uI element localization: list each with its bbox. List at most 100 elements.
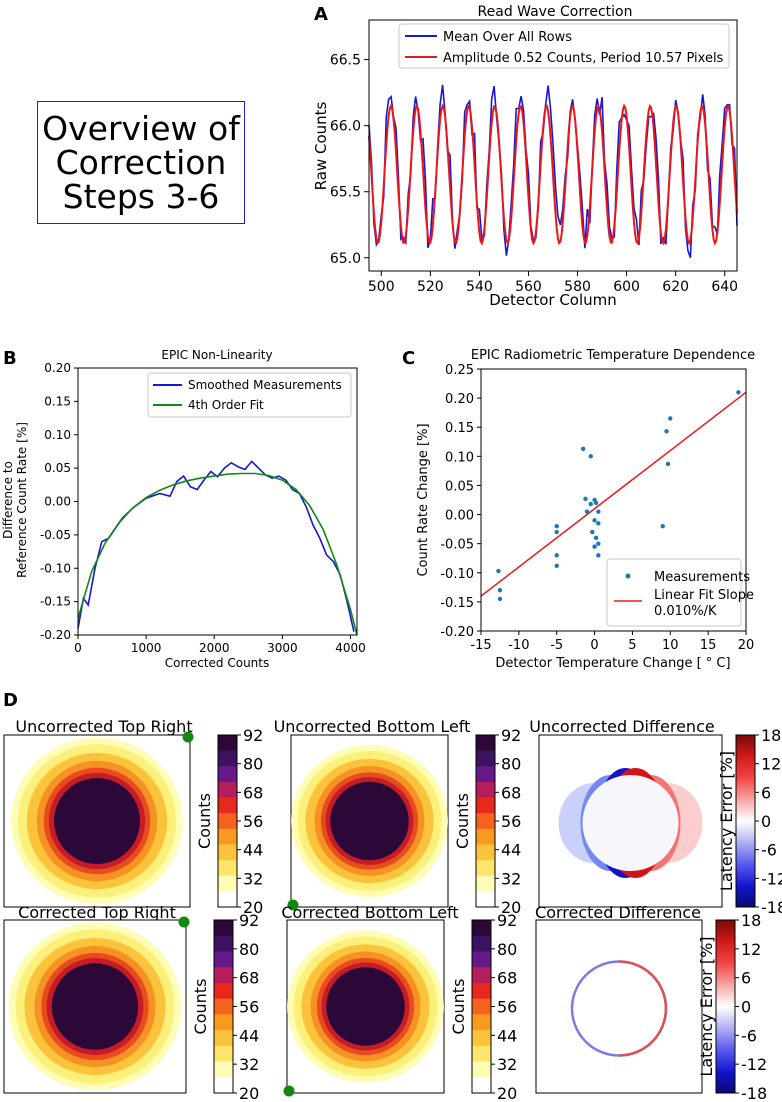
panel-d-colorbar-band	[214, 998, 233, 1015]
panel-a-xtick-label: 600	[613, 279, 640, 295]
panel-c-point	[592, 544, 597, 549]
panel-d-colorbar-band	[218, 735, 237, 752]
panel-d-colorbar-tick-label: 56	[239, 998, 259, 1017]
panel-d-colorbar-band	[476, 750, 495, 767]
panel-b-ytick-label: 0.05	[44, 461, 71, 475]
panel-d-colorbar-tick-label: -6	[741, 1026, 757, 1045]
panel-d-colorbar-tick-label: 68	[501, 783, 521, 802]
panel-c-point	[668, 416, 673, 421]
panel-d-colorbar-tick-label: -12	[761, 869, 782, 888]
panel-c-point	[664, 429, 669, 434]
panel-c-point	[497, 596, 503, 602]
panel-d-colorbar: 18 12 6 0 -6 -12 -18 Latency Error [%]	[717, 726, 782, 917]
panel-d-colorbar-tick-label: 56	[243, 812, 263, 831]
panel-d-colorbar: 92 80 68 56 44 32 20 Counts	[449, 911, 517, 1102]
panel-b-ytick-label: 0.10	[44, 428, 71, 442]
panel-d-colorbar-band	[476, 797, 495, 814]
panel-c-ytick-label: 0.20	[445, 392, 474, 407]
panel-d-image-title: Corrected Difference	[535, 903, 701, 922]
panel-a-xtick-label: 560	[515, 279, 542, 295]
panel-b-series	[77, 460, 358, 636]
panel-d-colorbar-tick-label: 32	[243, 869, 263, 888]
panel-d-colorbar-tick-label: 0	[741, 998, 751, 1017]
panel-a-xtick-label: 540	[466, 279, 493, 295]
panel-b-title: EPIC Non-Linearity	[161, 348, 272, 362]
panel-b-ylabel-line2: Reference Count Rate [%]	[15, 422, 29, 578]
panel-d-colorbar-band	[218, 813, 237, 830]
panel-d-image-title: Uncorrected Bottom Left	[274, 717, 471, 736]
panel-d-colorbar-tick-label: 18	[741, 911, 761, 930]
panel-d-diff-center	[582, 775, 679, 871]
panel-d-colorbar-tick-label: 56	[501, 812, 521, 831]
panel-c-chart: EPIC Radiometric Temperature Dependence …	[416, 348, 755, 671]
panel-a-xtick-label: 520	[417, 279, 444, 295]
panel-d-position-marker	[182, 731, 194, 743]
panel-b-legend-entry: 4th Order Fit	[188, 398, 264, 412]
panel-c-xtick-label: -10	[508, 638, 529, 653]
panel-c-ytick-label: -0.05	[440, 538, 474, 553]
panel-d-image-title: Corrected Bottom Left	[281, 903, 458, 922]
panel-d-image-title: Corrected Top Right	[18, 903, 176, 922]
overview-title-box: Overview of Correction Steps 3-6	[37, 101, 245, 224]
panel-c-xtick-label: -5	[550, 638, 563, 653]
panel-d-colorbar-tick-label: 44	[239, 1026, 259, 1045]
panel-b-legend-entry: Smoothed Measurements	[188, 378, 342, 392]
panel-d-colorbar-tick-label: 68	[497, 969, 517, 988]
panel-d-colorbar-tick-label: 0	[761, 812, 771, 831]
panel-d-colorbar-band	[214, 1045, 233, 1063]
panel-d-colorbar-band	[472, 1077, 491, 1094]
panel-d-colorbar-band	[472, 998, 491, 1015]
panel-b-ytick-label: 0.00	[44, 495, 71, 509]
panel-c-point	[497, 588, 503, 593]
panel-d-colorbar-band	[476, 781, 495, 799]
panel-c-point	[660, 524, 665, 529]
panel-d-image-3: Uncorrected Difference 18 12 6 0 -6 -12 -18 Late…	[529, 717, 782, 917]
panel-a-xtick-label: 620	[662, 279, 689, 295]
panel-letter-a: A	[314, 4, 328, 25]
panel-c-xtick-label: 15	[700, 638, 717, 653]
panel-d-colorbar-band	[476, 860, 495, 877]
panel-d-colorbar-tick-label: 6	[741, 969, 751, 988]
panel-d-image-title: Uncorrected Top Right	[15, 717, 192, 736]
panel-c-point	[736, 390, 741, 395]
panel-c-point	[592, 518, 597, 523]
panel-c-title: EPIC Radiometric Temperature Dependence	[471, 348, 755, 363]
panel-c-point	[593, 500, 599, 506]
panel-a-ytick-label: 65.5	[330, 185, 361, 201]
panel-d-colorbar-band	[214, 1077, 233, 1094]
panel-a-xtick-label: 580	[564, 279, 591, 295]
panel-c-point	[588, 454, 593, 459]
panel-d-colorbar-tick-label: 20	[497, 1084, 517, 1102]
panel-c-point	[596, 553, 601, 558]
panel-d-colorbar-label: Latency Error [%]	[717, 751, 736, 891]
panel-c-point	[596, 521, 601, 526]
panel-d-colorbar-label: Counts	[449, 979, 468, 1035]
panel-d-colorbar-band	[218, 828, 237, 846]
panel-d-colorbar-band	[476, 813, 495, 830]
panel-c-legend-entry: Measurements	[654, 570, 750, 585]
panel-c-point	[554, 553, 559, 558]
panel-d-colorbar-band	[476, 844, 495, 861]
panel-d-colorbar-tick-label: 80	[239, 940, 259, 959]
panel-d-colorbar-band	[476, 735, 495, 752]
panel-d-colorbar-band	[476, 828, 495, 846]
panel-b-xtick-label: 2000	[199, 641, 230, 655]
panel-d-colorbar-band	[218, 781, 237, 799]
panel-d-colorbar-tick-label: 32	[497, 1055, 517, 1074]
panel-c-point	[554, 563, 559, 568]
panel-c-fit-line	[480, 391, 747, 597]
panel-d-colorbar-tick-label: 44	[501, 841, 521, 860]
panel-c-point	[665, 461, 671, 467]
panel-d-colorbar-band	[476, 766, 495, 783]
panel-d-earth-ring	[54, 778, 140, 864]
panel-c-xlabel: Detector Temperature Change [ ° C]	[495, 656, 730, 671]
panel-d-colorbar-label: Counts	[453, 793, 472, 849]
panel-d-image-frame	[535, 919, 703, 1094]
panel-d-colorbar-label: Counts	[195, 793, 214, 849]
panel-c-ytick-label: 0.25	[445, 363, 474, 378]
panel-d-colorbar: 92 80 68 56 44 32 20 Counts	[195, 726, 263, 917]
panel-c-point	[583, 496, 588, 502]
panel-d-colorbar-tick-label: -18	[741, 1084, 767, 1102]
panel-d-colorbar-band	[214, 1030, 233, 1047]
panel-c-ylabel: Count Rate Change [%]	[416, 423, 431, 576]
